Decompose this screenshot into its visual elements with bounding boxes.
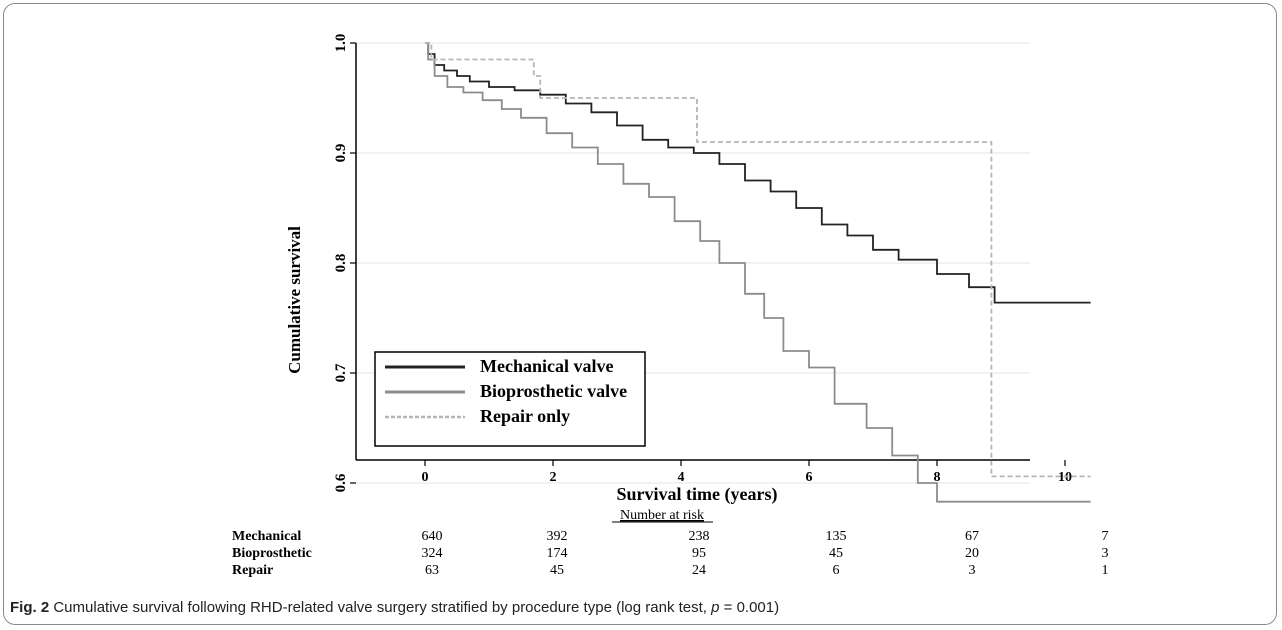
risk-row-label-2: Repair (232, 563, 273, 578)
x-tick-label-3: 6 (806, 470, 813, 485)
series-line-0 (425, 42, 1091, 304)
figure-frame (3, 3, 1277, 625)
x-tick-label-2: 4 (678, 470, 685, 485)
risk-cell-1-2: 95 (692, 546, 706, 561)
risk-cell-1-1: 174 (547, 546, 568, 561)
legend-label-2: Repair only (480, 406, 570, 426)
y-ticks: 0.6 0.7 0.8 0.9 1.0 (333, 34, 356, 492)
risk-cell-0-3: 135 (826, 529, 847, 544)
series-line-2 (425, 42, 1091, 478)
y-tick-label-3: 0.9 (333, 144, 349, 163)
caption-p-symbol: p (711, 599, 720, 616)
risk-cell-0-2: 238 (689, 529, 710, 544)
risk-cell-2-1: 45 (550, 563, 564, 578)
y-axis-label: Cumulative survival (285, 226, 304, 374)
legend-label-1: Bioprosthetic valve (480, 381, 627, 401)
x-ticks: 0 2 4 6 8 10 (422, 460, 1072, 485)
risk-cell-2-4: 3 (969, 563, 976, 578)
y-tick-label-1: 0.7 (333, 363, 349, 382)
risk-cell-2-2: 24 (692, 563, 706, 578)
series-line-1 (425, 42, 1091, 503)
caption-label: Fig. 2 (10, 599, 50, 616)
risk-cell-1-3: 45 (829, 546, 843, 561)
series-lines (425, 42, 1091, 503)
risk-cell-0-5: 7 (1102, 529, 1109, 544)
risk-cell-1-5: 3 (1102, 546, 1109, 561)
legend: Mechanical valve Bioprosthetic valve Repai… (374, 351, 646, 447)
risk-row-label-1: Bioprosthetic (232, 546, 312, 561)
x-tick-label-0: 0 (422, 470, 429, 485)
risk-cell-0-0: 640 (422, 529, 443, 544)
x-tick-label-4: 8 (934, 470, 941, 485)
risk-table-title: Number at risk (620, 508, 704, 523)
caption-p-value: = 0.001) (719, 599, 780, 616)
risk-cell-2-0: 63 (425, 563, 439, 578)
risk-table: Number at risk Mechanical 640 392 238 135 67 7 B… (232, 508, 1109, 578)
y-tick-label-2: 0.8 (333, 254, 349, 273)
risk-cell-2-5: 1 (1102, 563, 1109, 578)
risk-cell-0-4: 67 (965, 529, 979, 544)
y-tick-label-4: 1.0 (333, 34, 349, 53)
figure-caption: Fig. 2 Cumulative survival following RHD… (10, 599, 779, 616)
caption-text: Cumulative survival following RHD-relate… (53, 599, 712, 616)
x-axis-label: Survival time (years) (617, 484, 778, 505)
risk-row-label-0: Mechanical (232, 529, 301, 544)
risk-cell-2-3: 6 (833, 563, 840, 578)
x-tick-label-1: 2 (550, 470, 557, 485)
risk-cell-1-4: 20 (965, 546, 979, 561)
y-tick-label-0: 0.6 (333, 473, 349, 492)
risk-cell-1-0: 324 (422, 546, 443, 561)
x-tick-label-5: 10 (1058, 470, 1072, 485)
legend-label-0: Mechanical valve (480, 356, 613, 376)
risk-cell-0-1: 392 (547, 529, 568, 544)
